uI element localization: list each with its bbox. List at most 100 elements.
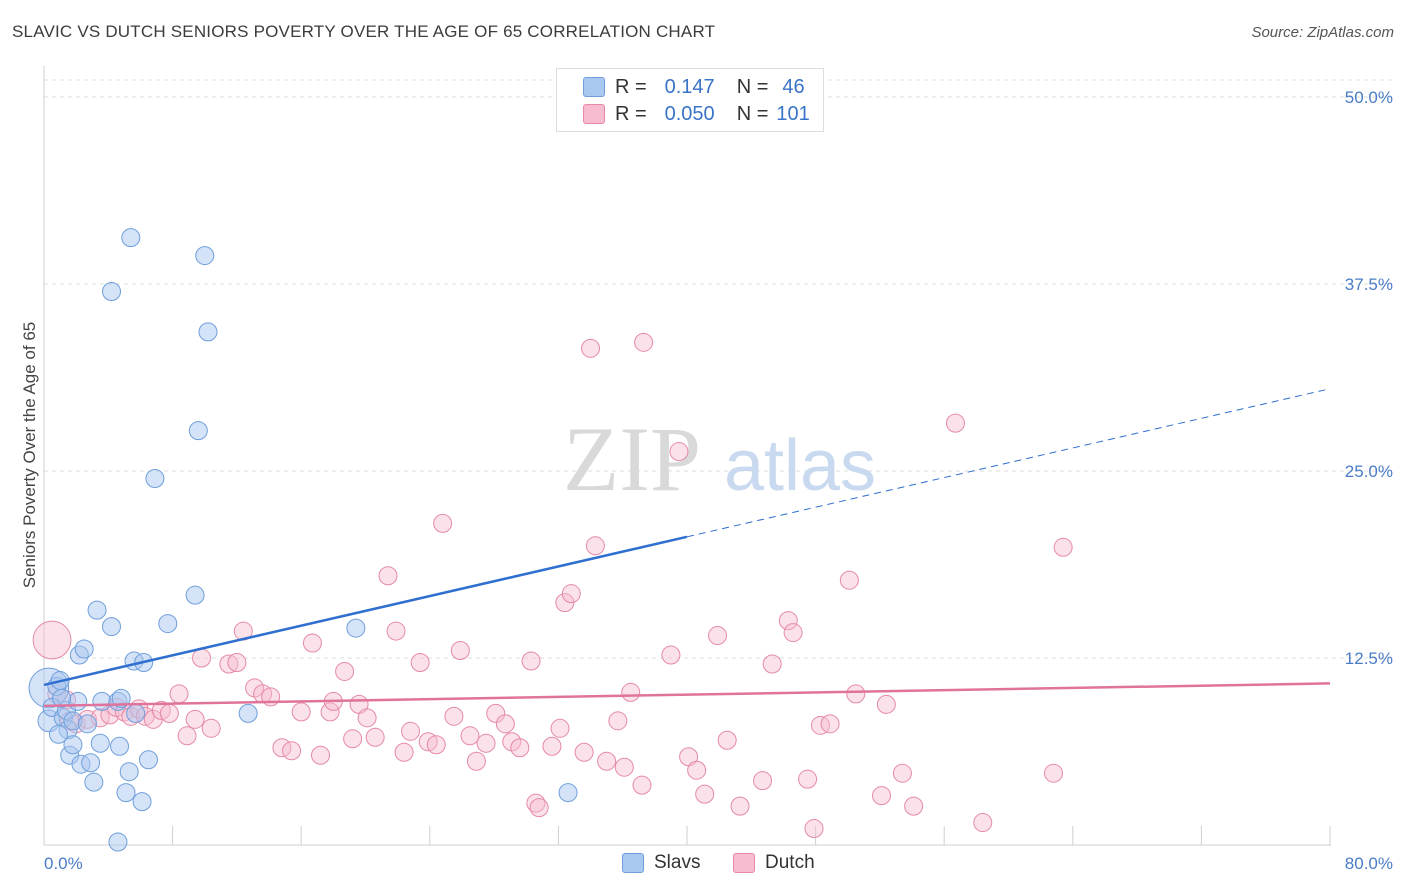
slavs-point (198, 322, 218, 342)
dutch-point (892, 763, 912, 783)
legend-item-slavs[interactable]: Slavs (622, 852, 700, 874)
slavs-point (116, 783, 136, 803)
dutch-point (753, 771, 773, 791)
dutch-point (433, 513, 453, 533)
slavs-point (68, 691, 88, 711)
legend-row-slavs: R = 0.147 N = 46 (583, 75, 805, 99)
dutch-point (621, 682, 641, 702)
slavs-point (90, 733, 110, 753)
dutch-point (1044, 763, 1064, 783)
dutch-point (386, 621, 406, 641)
slavs-point (102, 281, 122, 301)
slavs-n-value: 46 (782, 75, 805, 98)
dutch-point (550, 718, 570, 738)
dutch-point (810, 715, 830, 735)
slavs-points (28, 228, 578, 852)
dutch-point (632, 775, 652, 795)
legend-row-dutch: R = 0.050 N = 101 (583, 102, 810, 126)
dutch-point (973, 813, 993, 833)
dutch-point (486, 703, 506, 723)
slavs-point (132, 792, 152, 812)
dutch-point (820, 714, 840, 734)
y-tick-label: 12.5% (1345, 649, 1393, 668)
slavs-swatch (583, 77, 605, 97)
dutch-point (177, 726, 197, 746)
dutch-point (426, 735, 446, 755)
slavs-point (81, 753, 101, 773)
dutch-point (904, 796, 924, 816)
trend-layer (43, 388, 1331, 708)
slavs-point (110, 736, 130, 756)
correlation-legend: R = 0.147 N = 46 R = 0.050 N = 101 (556, 68, 824, 132)
dutch-point (32, 620, 72, 660)
dutch-point (695, 784, 715, 804)
dutch-point (945, 413, 965, 433)
dutch-point (227, 652, 247, 672)
slavs-point (111, 688, 131, 708)
dutch-point (450, 641, 470, 661)
dutch-n-label: N = (736, 102, 769, 125)
slavs-point (346, 618, 366, 638)
dutch-point (730, 796, 750, 816)
slavs-point (77, 714, 97, 734)
x-tick-label-max: 80.0% (1345, 854, 1393, 873)
chart-title: SLAVIC VS DUTCH SENIORS POVERTY OVER THE… (12, 22, 716, 41)
dutch-point (495, 714, 515, 734)
slavs-n-label: N = (736, 75, 769, 98)
dutch-point (669, 442, 689, 462)
dutch-legend-label: Dutch (765, 852, 815, 873)
slavs-trend-line (43, 535, 688, 687)
slavs-point (119, 762, 139, 782)
slavs-trend-extension (686, 388, 1331, 538)
dutch-point (460, 726, 480, 746)
slavs-point (92, 691, 112, 711)
dutch-point (661, 645, 681, 665)
dutch-point (335, 661, 355, 681)
dutch-point (783, 623, 803, 643)
dutch-point (343, 729, 363, 749)
slavs-point (87, 600, 107, 620)
legend-item-dutch[interactable]: Dutch (733, 852, 815, 874)
y-axis-label: Seniors Poverty Over the Age of 65 (20, 322, 39, 588)
slavs-point (74, 639, 94, 659)
dutch-point (282, 741, 302, 761)
dutch-point (201, 718, 221, 738)
dutch-point (542, 736, 562, 756)
dutch-point (466, 751, 486, 771)
dutch-point (574, 742, 594, 762)
dutch-r-label: R = (615, 102, 647, 125)
dutch-n-value: 101 (776, 102, 810, 125)
dutch-point (634, 332, 654, 352)
dutch-r-value: 0.050 (664, 102, 715, 125)
slavs-r-label: R = (615, 75, 647, 98)
dutch-point (394, 742, 414, 762)
dutch-point (476, 733, 496, 753)
slavs-r-value: 0.147 (664, 75, 715, 98)
y-tick-label: 50.0% (1345, 88, 1393, 107)
dutch-point (717, 730, 737, 750)
slavs-point (185, 585, 205, 605)
dutch-point (365, 727, 385, 747)
dutch-legend-swatch (733, 853, 755, 873)
dutch-point (876, 694, 896, 714)
dutch-point (1053, 537, 1073, 557)
dutch-trend-line (43, 682, 1331, 708)
dutch-point (798, 769, 818, 789)
dutch-point (839, 570, 859, 590)
dutch-point (846, 684, 866, 704)
dutch-point (510, 738, 530, 758)
slavs-point (195, 246, 215, 266)
slavs-point (121, 228, 141, 248)
dutch-point (291, 702, 311, 722)
slavs-point (558, 783, 578, 803)
slavs-point (52, 688, 72, 708)
slavs-point (48, 724, 68, 744)
grid-layer (44, 79, 1395, 659)
x-tick-label-min: 0.0% (44, 854, 83, 873)
slavs-point (126, 703, 146, 723)
slavs-point (102, 617, 122, 637)
source-label: Source: ZipAtlas.com (1251, 24, 1394, 41)
dutch-point (687, 760, 707, 780)
dutch-point (708, 626, 728, 646)
